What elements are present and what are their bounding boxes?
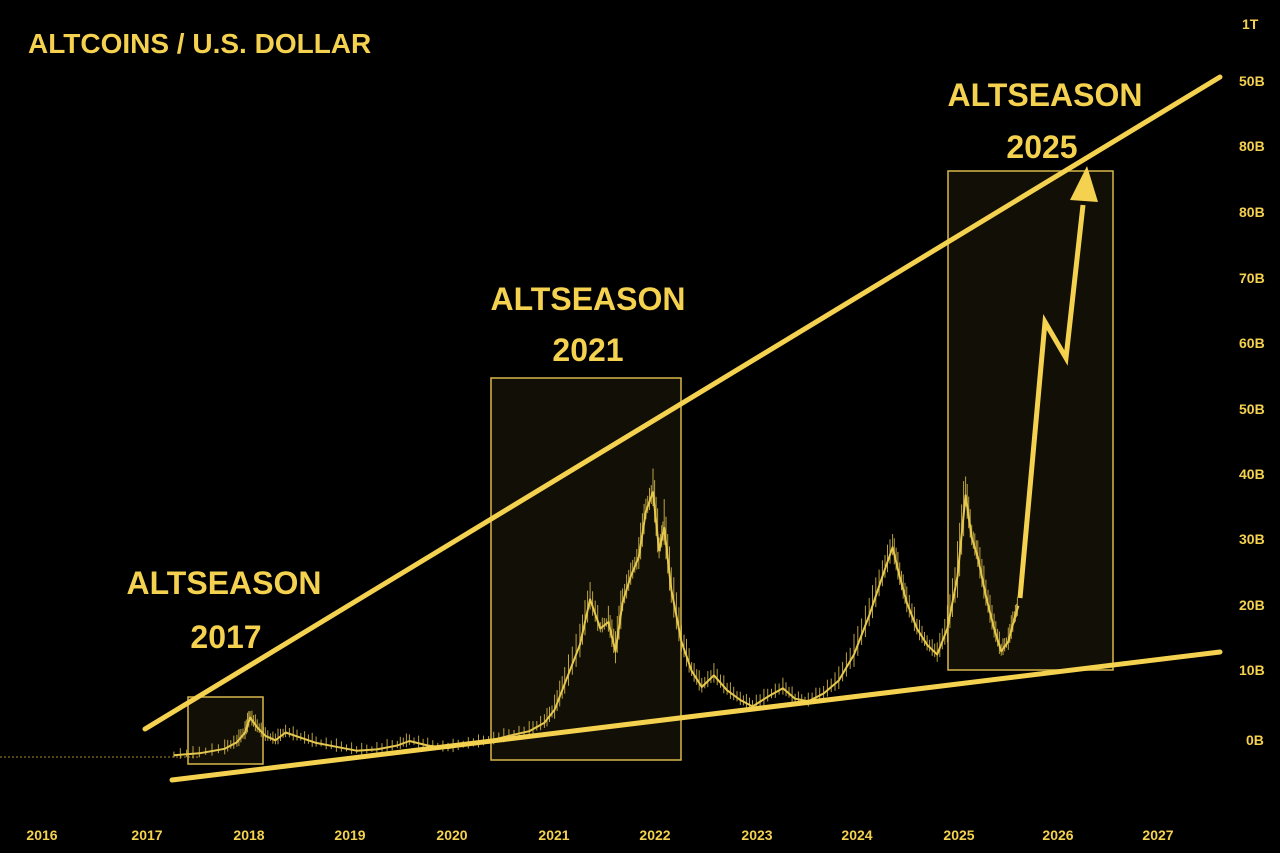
y-tick-label: 20B [1239,597,1265,613]
annotation-2017-line1: ALTSEASON [127,565,322,601]
y-tick-label: 50B [1239,73,1265,89]
x-tick-label: 2027 [1142,827,1173,843]
forecast-arrow-line [1017,204,1086,599]
annotation-2025-line2: 2025 [1006,129,1077,165]
lower-trend-line [169,649,1223,783]
x-tick-label: 2023 [741,827,772,843]
y-tick-label: 10B [1239,662,1265,678]
y-tick-label: 80B [1239,138,1265,154]
y-tick-label: 80B [1239,204,1265,220]
y-tick-label: 30B [1239,531,1265,547]
annotation-2021-line1: ALTSEASON [491,281,686,317]
annotation-2025-line1: ALTSEASON [948,77,1143,113]
y-tick-label: 1T [1242,16,1259,32]
annotation-2017-line2: 2017 [190,619,261,655]
x-tick-label: 2020 [436,827,467,843]
forecast-arrowhead [1070,166,1098,202]
y-axis: 1T 50B 80B 80B 70B 60B 50B 40B 30B 20B 1… [1239,16,1265,748]
y-tick-label: 60B [1239,335,1265,351]
altseason-2025-box [947,170,1114,671]
annotation-2021-line2: 2021 [552,332,623,368]
price-series [173,468,1020,759]
altseason-2021-box [490,377,682,761]
upper-trend-line [142,74,1223,732]
x-tick-label: 2024 [841,827,872,843]
x-tick-label: 2022 [639,827,670,843]
x-tick-label: 2026 [1042,827,1073,843]
y-tick-label: 40B [1239,466,1265,482]
y-tick-label: 50B [1239,401,1265,417]
x-tick-label: 2021 [538,827,569,843]
x-axis: 2016 2017 2018 2019 2020 2021 2022 2023 … [26,827,1173,843]
x-tick-label: 2018 [233,827,264,843]
x-tick-label: 2019 [334,827,365,843]
x-tick-label: 2025 [943,827,974,843]
chart-title: ALTCOINS / U.S. DOLLAR [28,28,371,59]
y-tick-label: 0B [1246,732,1264,748]
x-tick-label: 2017 [131,827,162,843]
x-tick-label: 2016 [26,827,57,843]
y-tick-label: 70B [1239,270,1265,286]
